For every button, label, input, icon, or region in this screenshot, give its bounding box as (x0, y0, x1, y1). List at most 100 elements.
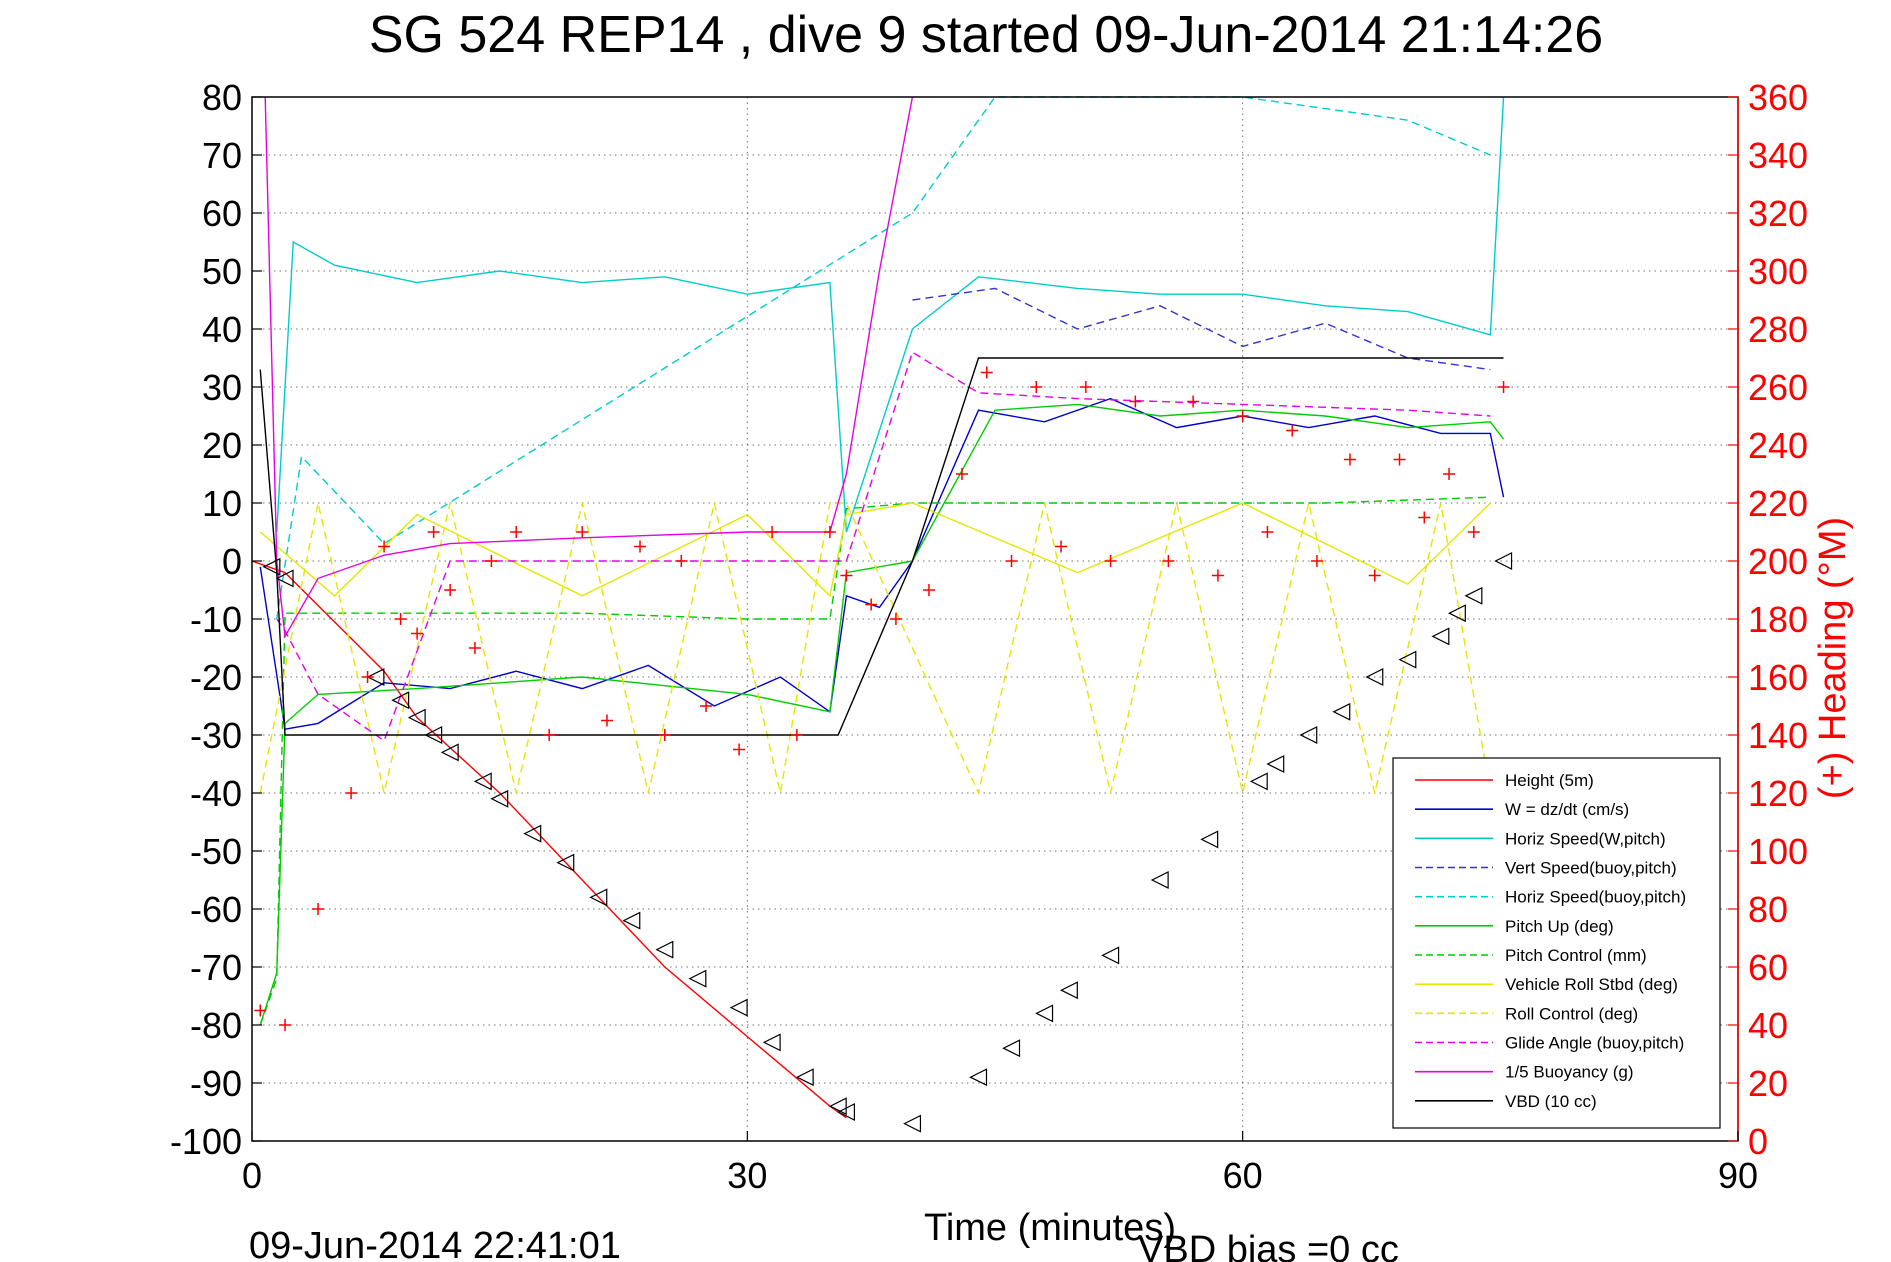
right-tick-label: 240 (1748, 425, 1808, 466)
left-tick-label: 70 (202, 135, 242, 176)
right-tick-label: 220 (1748, 483, 1808, 524)
depth-marker (275, 569, 294, 588)
chart-title: SG 524 REP14 , dive 9 started 09-Jun-201… (369, 6, 1603, 64)
depth-marker (490, 789, 509, 808)
left-tick-label: -40 (190, 773, 242, 814)
left-tick-label: -80 (190, 1005, 242, 1046)
heading-point (1005, 555, 1018, 567)
depth-marker (762, 1033, 781, 1052)
heading-point (865, 598, 878, 611)
series-vehicle-roll-stbd-deg- (259, 502, 1491, 598)
x-tick-label: 0 (242, 1155, 262, 1196)
right-tick-label: 0 (1748, 1121, 1768, 1162)
depth-marker (828, 1097, 847, 1116)
right-tick-label: 100 (1748, 831, 1808, 872)
heading-point (766, 526, 779, 538)
right-tick-label: 260 (1748, 367, 1808, 408)
series-height-5m- (251, 560, 847, 1119)
series-layer (251, 96, 1513, 1133)
heading-point (1418, 511, 1431, 524)
left-tick-label: 50 (202, 251, 242, 292)
heading-point (1030, 381, 1043, 393)
depth-marker (1101, 946, 1120, 965)
series-line (264, 96, 914, 639)
heading-point (634, 540, 647, 553)
heading-point (361, 671, 374, 683)
depth-marker (837, 1103, 855, 1121)
depth-marker (622, 911, 641, 930)
series-horiz-speed-buoy-pitch- (276, 96, 1491, 620)
depth-marker (1150, 871, 1169, 889)
depth-marker (589, 888, 608, 907)
heading-point (1497, 381, 1510, 393)
depth-marker (424, 726, 443, 744)
heading-point (394, 613, 407, 625)
heading-point (823, 526, 836, 538)
legend-label: 1/5 Buoyancy (g) (1505, 1063, 1634, 1082)
legend-label: Horiz Speed(W,pitch) (1505, 829, 1666, 848)
right-tick-label: 280 (1748, 309, 1808, 350)
x-axis-label: Time (minutes) (924, 1207, 1176, 1249)
heading-point (840, 569, 853, 582)
left-tick-label: -20 (190, 657, 242, 698)
depth-marker (1447, 604, 1466, 623)
depth-marker (1332, 702, 1351, 721)
right-tick-label: 20 (1748, 1063, 1788, 1104)
left-tick-label: 40 (202, 309, 242, 350)
series-line (259, 403, 1505, 1026)
heading-point (1236, 410, 1249, 422)
series-line (259, 357, 1504, 736)
left-tick-label: 10 (202, 483, 242, 524)
depth-marker (1266, 755, 1285, 773)
legend-label: Roll Control (deg) (1505, 1004, 1638, 1023)
depth-marker (1365, 668, 1384, 686)
heading-point (733, 743, 746, 756)
heading-point (378, 540, 391, 553)
heading-point (1104, 555, 1117, 567)
heading-point (510, 526, 523, 538)
right-tick-label: 120 (1748, 773, 1808, 814)
legend-label: Horiz Speed(buoy,pitch) (1505, 888, 1686, 907)
depth-marker (391, 691, 410, 710)
depth-marker (1494, 552, 1513, 570)
heading-point (1393, 453, 1406, 466)
depth-marker (688, 969, 707, 988)
left-tick-label: -10 (190, 599, 242, 640)
series--heading-m- (254, 366, 1510, 1031)
left-tick-label: -70 (190, 947, 242, 988)
heading-point (1261, 526, 1274, 538)
heading-point (700, 700, 713, 712)
heading-point (1079, 381, 1092, 393)
right-tick-label: 300 (1748, 251, 1808, 292)
heading-point (1343, 453, 1356, 466)
legend-label: Glide Angle (buoy,pitch) (1505, 1034, 1684, 1053)
legend-box (1392, 757, 1721, 1129)
depth-marker (903, 1114, 922, 1133)
series-line (912, 287, 1491, 371)
series-pitch-up-deg- (259, 403, 1505, 1026)
depth-marker (1002, 1039, 1021, 1058)
series-line (259, 502, 1491, 598)
depth-marker (1299, 726, 1318, 744)
footer-timestamp: 09-Jun-2014 22:41:01 (249, 1225, 621, 1262)
heading-point (889, 613, 902, 625)
series-pitch-control-mm- (259, 496, 1491, 1026)
heading-point (1368, 569, 1381, 582)
heading-point (1310, 555, 1323, 567)
legend-label: Height (5m) (1505, 771, 1594, 790)
heading-point (254, 1004, 267, 1017)
heading-point (955, 468, 968, 480)
legend-label: Pitch Control (mm) (1505, 946, 1647, 965)
heading-point (345, 787, 358, 799)
left-tick-label: 80 (202, 77, 242, 118)
depth-marker (440, 743, 459, 762)
depth-marker (655, 940, 674, 959)
series-line (259, 496, 1491, 1026)
heading-point (1467, 526, 1480, 538)
left-tick-label: 20 (202, 425, 242, 466)
depth-marker (1249, 772, 1268, 791)
legend-label: Vehicle Roll Stbd (deg) (1505, 975, 1678, 994)
series-line (276, 96, 1491, 620)
depth-marker (969, 1068, 988, 1087)
